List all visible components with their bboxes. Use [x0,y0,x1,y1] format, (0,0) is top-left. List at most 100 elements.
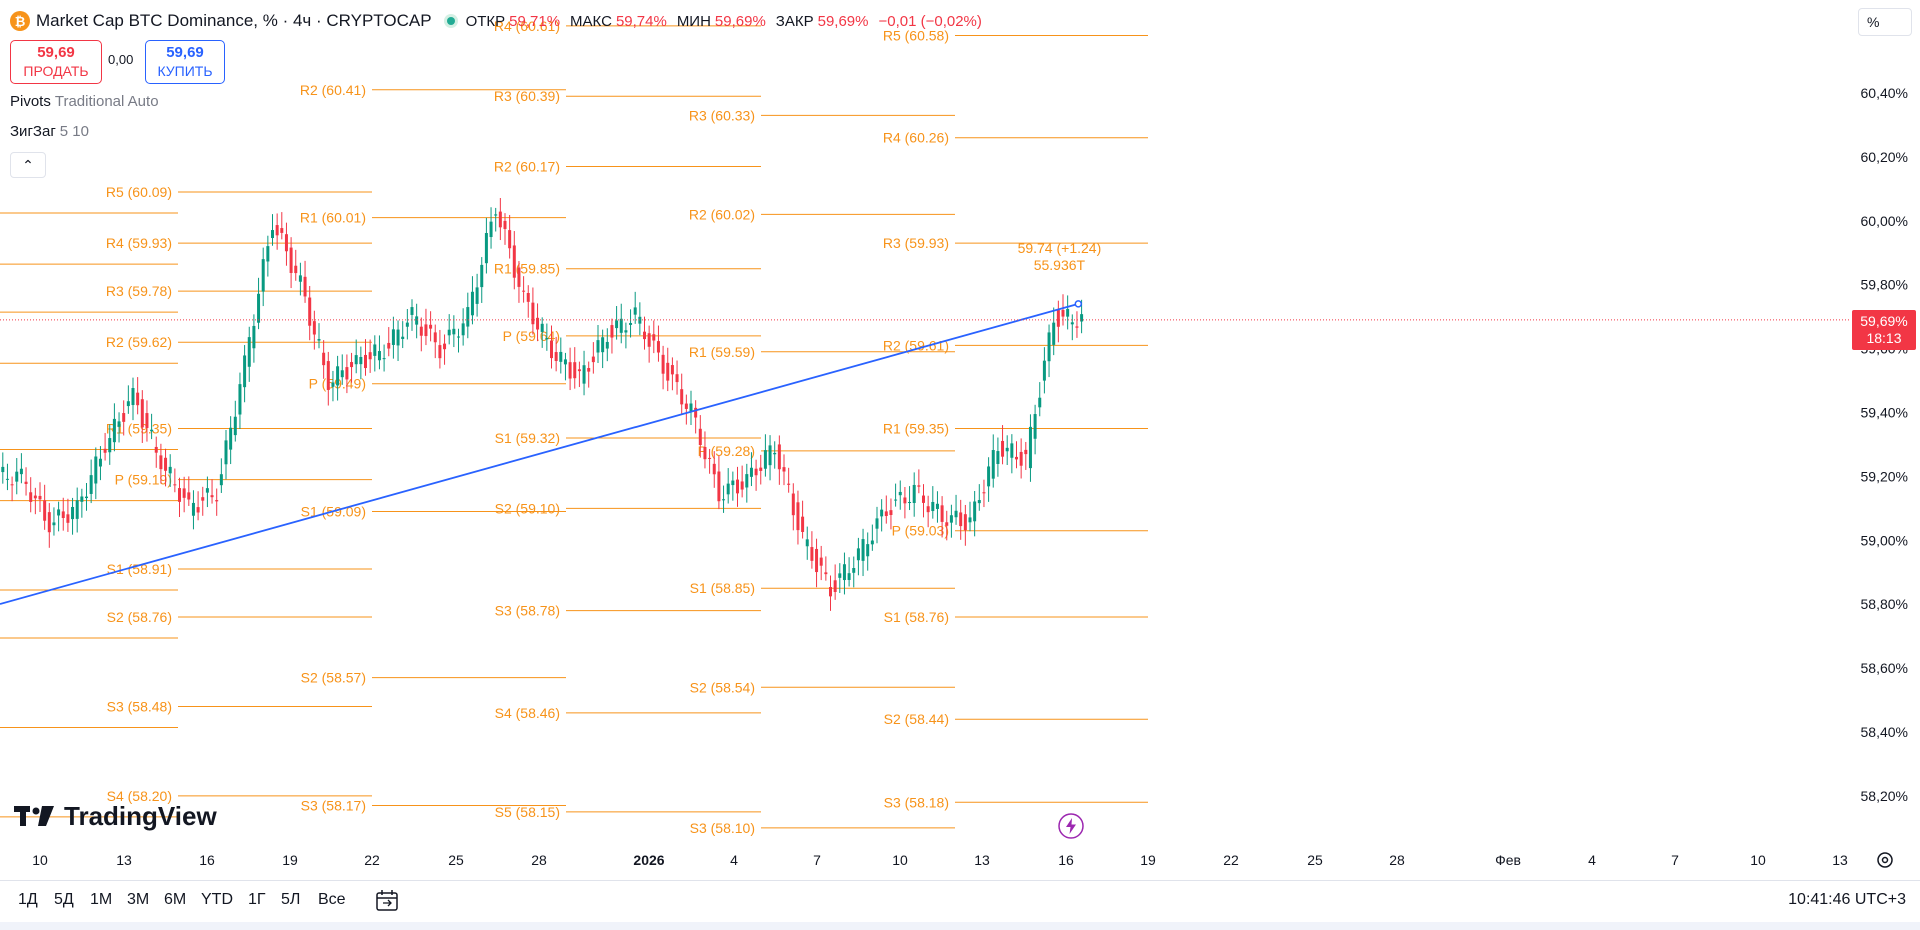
candle-body [424,324,428,337]
symbol-title[interactable]: Market Cap BTC Dominance, % · 4ч · CRYPT… [36,11,432,30]
candle-body [466,307,470,327]
candle-body [768,445,772,466]
time-axis-label: 4 [730,852,738,868]
candle-body [224,440,228,465]
candle-body [447,329,451,336]
candle-body [731,480,735,486]
candle-body [987,466,991,487]
candle-body [103,448,107,453]
indicator-pivots[interactable]: Pivots Traditional Auto [10,93,159,110]
candle-body [517,267,521,287]
candle-body [5,478,9,480]
candle-body [903,497,907,504]
low-label: МИН [676,12,711,30]
time-axis-label: 19 [1140,852,1156,868]
tradingview-logo[interactable]: TradingView [14,800,217,832]
candle-body [122,413,126,422]
candle-body [954,510,958,518]
candle-body [52,522,56,526]
time-axis-label: 25 [1307,852,1323,868]
candle-body [261,259,265,292]
candle-body [94,456,98,484]
candle-body [498,211,502,228]
candle-body [1024,449,1028,455]
current-price-badge: 59,69% 18:13 [1852,310,1916,350]
pivot-level-label: S2 (58.57) [301,670,366,686]
candle-body [140,399,144,428]
scale-unit-selector[interactable]: % [1858,8,1912,36]
candle-body [629,323,633,325]
candle-body [247,337,251,367]
candle-body [80,496,84,502]
price-tick-label: 59,40% [1861,405,1908,421]
go-to-date-icon[interactable] [374,889,400,913]
candle-body [824,572,828,575]
range-1m-button[interactable]: 1М [90,891,113,908]
candle-body [712,463,716,475]
candle-body [759,467,763,471]
candle-body [698,428,702,446]
candle-body [973,501,977,522]
pivot-level-label: R1 (60.01) [300,210,366,226]
clock[interactable]: 10:41:46 UTC+3 [1788,891,1906,908]
candle-body [470,291,474,316]
candle-body [829,587,832,597]
candle-body [526,293,530,302]
spread-value: 0,00 [108,52,134,67]
candle-body [670,365,674,375]
candle-body [615,320,619,329]
candle-body [898,491,902,496]
range-6m-button[interactable]: 6М [164,891,187,908]
buy-button[interactable]: 59,69 КУПИТЬ [145,40,225,84]
candle-body [666,362,670,381]
pivot-level-label: R2 (59.62) [106,334,172,350]
candle-body [531,302,535,325]
sell-button[interactable]: 59,69 ПРОДАТЬ [10,40,102,84]
gear-icon[interactable] [1874,849,1896,871]
pivot-level-label: S4 (58.20) [107,788,172,804]
pivot-level-label: P (59.03) [892,523,949,539]
candle-body [773,452,777,455]
range-ytd-button[interactable]: YTD [201,891,233,908]
lightning-icon[interactable] [1057,812,1085,840]
trend-line[interactable] [0,303,1079,605]
collapse-legend-button[interactable]: ⌃ [10,152,46,178]
candle-body [922,495,925,503]
pivot-level-label: R2 (60.17) [494,158,560,174]
range-1y-button[interactable]: 1Г [248,891,266,908]
close-value: 59,69% [817,12,869,30]
time-axis-label: 25 [448,852,464,868]
chart-canvas[interactable]: 60,40%60,20%60,00%59,80%59,60%59,40%59,2… [0,0,1920,880]
candle-body [512,245,516,278]
ohlc-values: ОТКР 59,71% МАКС 59,74% МИН 59,69% ЗАКР … [466,13,988,30]
range-1d-button[interactable]: 1Д [18,891,38,908]
candle-body [150,429,154,432]
trend-line-handle[interactable] [1074,300,1083,308]
candle-body [289,247,293,273]
indicator-zigzag[interactable]: ЗигЗаг 5 10 [10,123,89,140]
market-status-icon[interactable] [443,14,458,28]
candle-body [866,544,870,557]
candle-body [536,317,540,330]
candle-body [66,514,70,523]
price-tick-label: 60,00% [1861,213,1908,229]
candle-body [489,221,493,238]
range-all-button[interactable]: Все [318,891,346,908]
symbol-legend: ₿ Market Cap BTC Dominance, % · 4ч · CRY… [10,8,988,34]
candle-body [694,407,698,418]
candle-body [810,547,814,561]
candle-body [215,500,219,502]
candle-body [210,495,214,498]
candle-body [294,265,298,274]
range-3m-button[interactable]: 3М [127,891,150,908]
candle-body [429,324,433,329]
pivot-level-label: R2 (60.02) [689,206,755,222]
candle-body [838,573,842,578]
range-5y-button[interactable]: 5Л [281,891,301,908]
candle-body [577,369,581,372]
candle-body [29,492,33,502]
candle-body [494,214,498,216]
candle-body [633,307,637,315]
candle-body [1019,451,1023,466]
range-5d-button[interactable]: 5Д [54,891,74,908]
